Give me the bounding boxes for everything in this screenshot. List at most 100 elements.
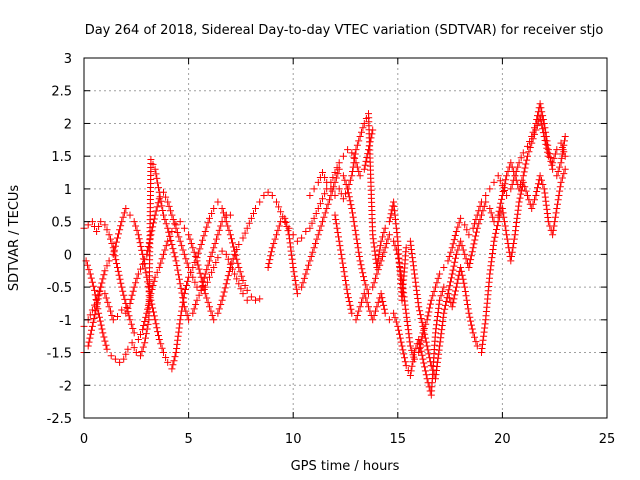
- data-point: [123, 304, 131, 311]
- data-point: [85, 338, 93, 346]
- data-point: [542, 140, 550, 148]
- data-point: [513, 214, 521, 222]
- data-point: [349, 213, 357, 221]
- data-point: [515, 185, 523, 193]
- data-point: [531, 196, 538, 204]
- data-point: [447, 248, 455, 256]
- data-point: [350, 159, 358, 167]
- data-point: [185, 264, 193, 271]
- data-point: [438, 288, 446, 295]
- data-point: [472, 232, 480, 240]
- data-point: [451, 291, 459, 299]
- data-point: [401, 354, 408, 362]
- data-point: [425, 308, 433, 316]
- data-point: [189, 309, 197, 317]
- data-point: [239, 234, 247, 242]
- data-point: [91, 286, 98, 294]
- data-point: [197, 241, 205, 248]
- data-point: [441, 305, 449, 313]
- data-point: [288, 251, 296, 259]
- data-point: [109, 316, 117, 324]
- data-point: [88, 278, 96, 286]
- data-point: [534, 184, 541, 192]
- data-point: [316, 226, 324, 234]
- data-point: [464, 301, 471, 308]
- data-point: [193, 283, 201, 291]
- data-point: [156, 193, 164, 201]
- data-point: [99, 329, 107, 337]
- data-point: [122, 309, 130, 317]
- data-point: [352, 231, 360, 239]
- data-point: [164, 237, 172, 245]
- data-point: [372, 274, 379, 282]
- data-point: [218, 296, 226, 304]
- data-point: [342, 281, 350, 289]
- data-point: [538, 176, 545, 184]
- data-point: [516, 194, 524, 202]
- data-point: [335, 233, 342, 241]
- data-point: [339, 172, 347, 180]
- data-point: [501, 218, 508, 226]
- data-point: [349, 168, 356, 175]
- data-point: [356, 257, 364, 265]
- data-point: [499, 209, 507, 217]
- data-point: [275, 222, 283, 230]
- data-point: [522, 187, 530, 195]
- data-point: [210, 244, 218, 252]
- data-point: [136, 239, 144, 247]
- data-point: [180, 250, 188, 258]
- data-point: [110, 246, 118, 254]
- data-point: [129, 287, 137, 295]
- data-point: [245, 219, 253, 227]
- data-point: [204, 298, 212, 306]
- data-point: [133, 274, 141, 282]
- data-point: [373, 303, 381, 311]
- data-point: [362, 157, 370, 165]
- data-point: [101, 221, 109, 229]
- data-point: [90, 315, 98, 322]
- data-point: [391, 314, 399, 322]
- data-point: [309, 248, 317, 256]
- data-point: [538, 121, 546, 129]
- data-point: [345, 181, 353, 188]
- data-point: [348, 205, 356, 212]
- data-point: [94, 305, 102, 313]
- data-point: [173, 229, 181, 236]
- data-point: [353, 240, 361, 247]
- data-point: [452, 283, 460, 291]
- data-point: [517, 154, 525, 162]
- data-point: [207, 307, 215, 315]
- data-point: [180, 298, 188, 306]
- data-point: [114, 264, 121, 271]
- data-point: [539, 129, 547, 137]
- data-point: [172, 224, 180, 232]
- data-point: [536, 113, 544, 121]
- data-point: [142, 334, 149, 342]
- data-point: [467, 252, 475, 260]
- data-point: [468, 248, 476, 256]
- data-point: [93, 300, 101, 308]
- data-point: [457, 214, 465, 222]
- data-point: [551, 218, 559, 226]
- data-point: [519, 172, 527, 180]
- data-points: [80, 100, 569, 399]
- data-point: [553, 146, 561, 154]
- data-point: [448, 270, 456, 278]
- data-point: [406, 338, 414, 346]
- data-point: [335, 165, 343, 173]
- data-point: [97, 283, 105, 291]
- data-point: [134, 231, 142, 239]
- data-point: [502, 226, 510, 234]
- data-point: [355, 248, 363, 256]
- data-point: [538, 108, 546, 116]
- data-point: [302, 228, 310, 235]
- data-point: [338, 255, 346, 263]
- data-point: [421, 363, 429, 371]
- data-point: [231, 247, 239, 255]
- data-point: [127, 320, 135, 328]
- data-point: [142, 269, 150, 277]
- data-point: [104, 298, 112, 306]
- data-point: [86, 311, 94, 319]
- data-point: [243, 224, 251, 232]
- data-point: [84, 221, 92, 229]
